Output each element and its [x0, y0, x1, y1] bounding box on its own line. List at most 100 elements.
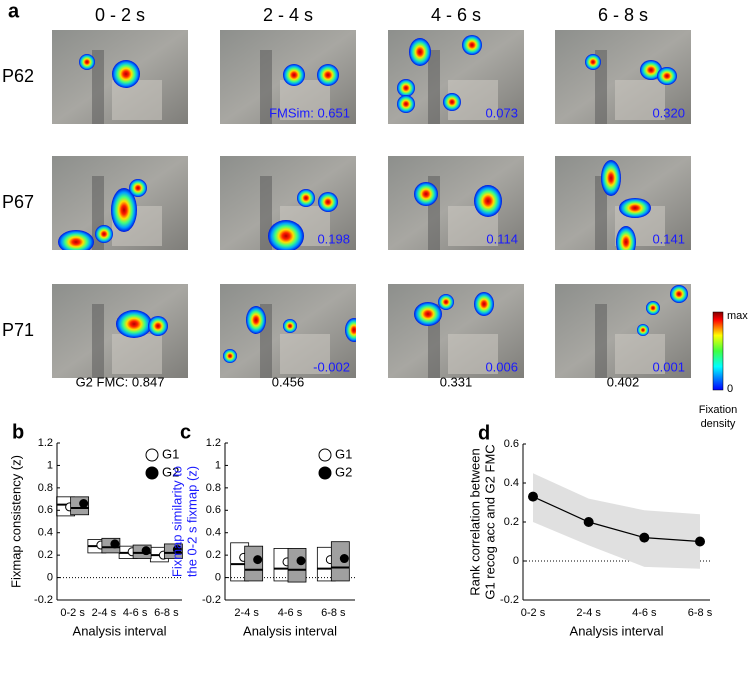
fmsim-label: 0.320 [652, 105, 685, 120]
mean-marker [110, 539, 120, 549]
colorbar-title: Fixation [699, 404, 738, 416]
fixation-blob [637, 324, 649, 336]
y-tick-label: 0.6 [504, 438, 519, 450]
y-axis-label: G1 recog acc and G2 FMC [482, 444, 497, 599]
panel-label: a [8, 0, 20, 22]
column-title: 6 - 8 s [598, 5, 648, 25]
scene-figure [595, 304, 607, 378]
x-tick-label: 2-4 s [234, 607, 259, 619]
y-tick-label: 0.6 [38, 504, 53, 516]
mean-marker [172, 545, 182, 555]
fixation-blob [129, 179, 147, 197]
scene-figure [92, 50, 104, 124]
fixation-map: 0.001 [555, 284, 691, 378]
fixation-blob [414, 302, 442, 326]
y-tick-label: 0.2 [206, 549, 221, 561]
y-tick-label: 1 [47, 459, 53, 471]
y-axis-label: Fixmap consistency (z) [8, 455, 23, 588]
mean-marker [296, 556, 306, 566]
y-axis-label: Rank correlation between [467, 448, 482, 595]
scene-detail [448, 334, 498, 374]
point [583, 517, 594, 527]
fmsim-label: 0.198 [317, 231, 350, 246]
colorbar-max: max [727, 310, 748, 322]
fixation-blob [601, 160, 621, 196]
y-axis-label: the 0-2 s fixmap (z) [184, 466, 199, 577]
y-tick-label: 0 [215, 571, 221, 583]
y-tick-label: 0.4 [38, 527, 53, 539]
fixation-blob [112, 60, 140, 88]
x-axis-label: Analysis interval [570, 623, 664, 638]
fixation-map: 0.320 [555, 30, 691, 124]
legend-marker [145, 448, 159, 462]
fixation-blob [397, 95, 415, 113]
fmsim-label: 0.073 [485, 105, 518, 120]
fixation-blob [397, 79, 415, 97]
fixation-blob [438, 294, 454, 310]
fixation-blob [111, 188, 137, 232]
scene-figure [92, 304, 104, 378]
fixation-map [52, 284, 188, 378]
legend-label: G2 [335, 464, 352, 479]
fixation-blob [657, 67, 677, 85]
point [639, 532, 650, 543]
y-tick-label: 0 [513, 555, 519, 567]
column-title: 4 - 6 s [431, 5, 481, 25]
y-tick-label: 0 [47, 571, 53, 583]
y-tick-label: -0.2 [34, 594, 53, 606]
fmc-label: G2 FMC: 0.847 [76, 374, 165, 389]
fixation-blob [283, 319, 297, 333]
scene-figure [428, 50, 440, 124]
fmc-label: 0.456 [272, 374, 305, 389]
fmc-label: 0.331 [440, 374, 473, 389]
x-tick-label: 0-2 s [60, 607, 85, 619]
scene-figure [595, 176, 607, 250]
fmsim-label: -0.002 [313, 359, 350, 374]
legend-label: G1 [335, 446, 352, 461]
mean-marker [253, 555, 263, 565]
fixation-blob [619, 198, 651, 218]
colorbar-title: density [701, 418, 736, 430]
legend-label: G1 [162, 446, 179, 461]
column-title: 2 - 4 s [263, 5, 313, 25]
scene-detail [615, 334, 665, 374]
legend-label: G2 [162, 464, 179, 479]
fixation-map: 0.141 [555, 156, 691, 250]
y-axis-label: Fixmap similarity to [169, 466, 184, 577]
scene-figure [595, 50, 607, 124]
y-tick-label: 0.6 [206, 504, 221, 516]
fixation-map: 0.006 [388, 284, 524, 378]
x-tick-label: 0-2 s [521, 607, 546, 619]
fixation-map [52, 156, 188, 250]
fixation-blob [268, 220, 304, 250]
y-tick-label: 0.2 [504, 516, 519, 528]
ci-band [533, 473, 700, 569]
fixation-blob [443, 93, 461, 111]
legend-marker [145, 466, 159, 480]
x-tick-label: 4-6 s [123, 607, 148, 619]
fixation-blob [318, 192, 338, 212]
point [695, 536, 705, 547]
mean-marker [339, 554, 349, 564]
legend-marker [318, 448, 332, 462]
fixation-map: -0.002 [220, 284, 356, 378]
y-tick-label: 1.2 [206, 437, 221, 449]
colorbar [712, 311, 724, 391]
fixation-blob [58, 230, 94, 250]
fixation-blob [474, 185, 502, 217]
fixation-map [52, 30, 188, 124]
x-tick-label: 6-8 s [321, 607, 346, 619]
fixation-blob [317, 64, 339, 86]
x-tick-label: 6-8 s [154, 607, 179, 619]
fixation-blob [409, 38, 431, 66]
fixation-blob [95, 225, 113, 243]
column-title: 0 - 2 s [95, 5, 145, 25]
fmsim-label: FMSim: 0.651 [269, 105, 350, 120]
fixation-blob [223, 349, 237, 363]
y-tick-label: 0.8 [38, 482, 53, 494]
y-tick-label: -0.2 [202, 594, 221, 606]
fixation-blob [283, 64, 305, 86]
fixation-blob [646, 301, 660, 315]
y-tick-label: 1.2 [38, 437, 53, 449]
panel-label: c [180, 421, 191, 443]
